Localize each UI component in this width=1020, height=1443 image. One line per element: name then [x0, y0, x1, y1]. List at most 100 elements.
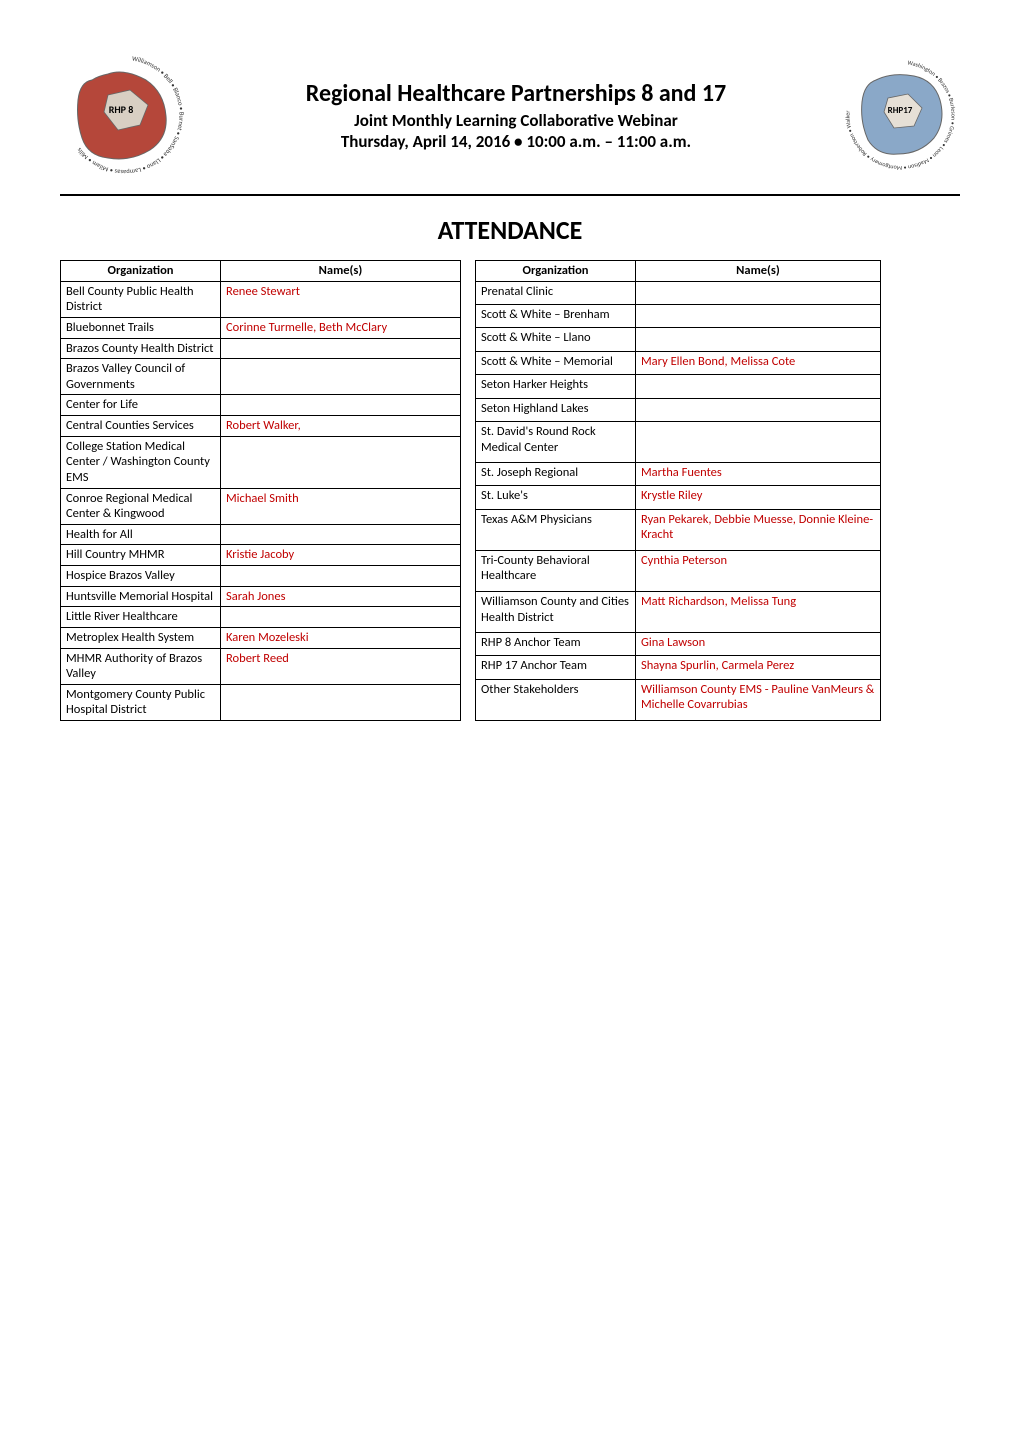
name-cell [221, 607, 461, 628]
table-row: Huntsville Memorial HospitalSarah Jones [61, 586, 461, 607]
table-row: Montgomery County Public Hospital Distri… [61, 684, 461, 720]
org-cell: Brazos County Health District [61, 338, 221, 359]
org-cell: RHP 8 Anchor Team [476, 633, 636, 656]
table-row: Brazos Valley Council of Governments [61, 359, 461, 395]
org-cell: Bell County Public Health District [61, 281, 221, 317]
org-cell: Other Stakeholders [476, 679, 636, 720]
name-cell [636, 281, 881, 304]
table-row: Central Counties ServicesRobert Walker, [61, 416, 461, 437]
table-row: St. Luke'sKrystle Riley [476, 486, 881, 509]
org-cell: MHMR Authority of Brazos Valley [61, 648, 221, 684]
org-cell: Williamson County and Cities Health Dist… [476, 591, 636, 632]
name-cell [221, 524, 461, 545]
rhp17-label: RHP17 [888, 105, 913, 116]
col-header-org: Organization [476, 261, 636, 282]
name-cell [221, 359, 461, 395]
name-cell: Gina Lawson [636, 633, 881, 656]
name-cell [636, 305, 881, 328]
attendance-tables: Organization Name(s) Bell County Public … [60, 260, 960, 721]
org-cell: Hospice Brazos Valley [61, 566, 221, 587]
name-cell: Robert Walker, [221, 416, 461, 437]
table-row: Brazos County Health District [61, 338, 461, 359]
subtitle-line-2: Thursday, April 14, 2016 • 10:00 a.m. – … [200, 131, 832, 152]
name-cell: Shayna Spurlin, Carmela Perez [636, 656, 881, 679]
org-cell: Conroe Regional Medical Center & Kingwoo… [61, 488, 221, 524]
table-row: Seton Highland Lakes [476, 398, 881, 421]
name-cell: Krystle Riley [636, 486, 881, 509]
org-cell: Brazos Valley Council of Governments [61, 359, 221, 395]
rhp8-label: RHP 8 [109, 103, 134, 116]
table-row: Hill Country MHMRKristie Jacoby [61, 545, 461, 566]
org-cell: Prenatal Clinic [476, 281, 636, 304]
name-cell: Renee Stewart [221, 281, 461, 317]
table-row: Little River Healthcare [61, 607, 461, 628]
table-row: Metroplex Health SystemKaren Mozeleski [61, 627, 461, 648]
name-cell: Martha Fuentes [636, 462, 881, 485]
org-cell: Bluebonnet Trails [61, 317, 221, 338]
section-title: ATTENDANCE [60, 214, 960, 246]
table-row: Scott & White – Brenham [476, 305, 881, 328]
org-cell: Hill Country MHMR [61, 545, 221, 566]
name-cell [636, 421, 881, 462]
org-cell: Metroplex Health System [61, 627, 221, 648]
table-row: College Station Medical Center / Washing… [61, 436, 461, 488]
org-cell: Scott & White – Llano [476, 328, 636, 351]
name-cell [636, 328, 881, 351]
name-cell: Williamson County EMS - Pauline VanMeurs… [636, 679, 881, 720]
table-row: Bell County Public Health DistrictRenee … [61, 281, 461, 317]
org-cell: St. Luke's [476, 486, 636, 509]
name-cell: Sarah Jones [221, 586, 461, 607]
header: RHP 8 Williamson • Bell • Blanco • Burne… [60, 50, 960, 180]
table-row: Scott & White – Llano [476, 328, 881, 351]
rhp8-map-icon: RHP 8 Williamson • Bell • Blanco • Burne… [60, 50, 190, 180]
col-header-name: Name(s) [221, 261, 461, 282]
attendance-table-left: Organization Name(s) Bell County Public … [60, 260, 461, 721]
table-row: Other StakeholdersWilliamson County EMS … [476, 679, 881, 720]
org-cell: St. Joseph Regional [476, 462, 636, 485]
org-cell: Texas A&M Physicians [476, 509, 636, 550]
name-cell: Karen Mozeleski [221, 627, 461, 648]
table-row: St. David's Round Rock Medical Center [476, 421, 881, 462]
name-cell: Cynthia Peterson [636, 550, 881, 591]
rhp17-map-icon: RHP17 Washington • Brazos • Burleson • G… [842, 56, 960, 174]
table-row: RHP 8 Anchor TeamGina Lawson [476, 633, 881, 656]
table-row: Health for All [61, 524, 461, 545]
org-cell: St. David's Round Rock Medical Center [476, 421, 636, 462]
org-cell: Montgomery County Public Hospital Distri… [61, 684, 221, 720]
table-row: Seton Harker Heights [476, 375, 881, 398]
name-cell [221, 338, 461, 359]
table-row: St. Joseph RegionalMartha Fuentes [476, 462, 881, 485]
table-row: Scott & White – MemorialMary Ellen Bond,… [476, 351, 881, 374]
table-row: MHMR Authority of Brazos ValleyRobert Re… [61, 648, 461, 684]
table-row: Tri-County Behavioral HealthcareCynthia … [476, 550, 881, 591]
org-cell: RHP 17 Anchor Team [476, 656, 636, 679]
org-cell: Health for All [61, 524, 221, 545]
table-header-row: Organization Name(s) [476, 261, 881, 282]
table-row: Texas A&M PhysiciansRyan Pekarek, Debbie… [476, 509, 881, 550]
title-block: Regional Healthcare Partnerships 8 and 1… [190, 79, 842, 152]
name-cell: Ryan Pekarek, Debbie Muesse, Donnie Klei… [636, 509, 881, 550]
table-row: RHP 17 Anchor TeamShayna Spurlin, Carmel… [476, 656, 881, 679]
name-cell: Corinne Turmelle, Beth McClary [221, 317, 461, 338]
org-cell: Seton Harker Heights [476, 375, 636, 398]
name-cell [221, 684, 461, 720]
table-row: Hospice Brazos Valley [61, 566, 461, 587]
main-title: Regional Healthcare Partnerships 8 and 1… [200, 79, 832, 108]
table-row: Conroe Regional Medical Center & Kingwoo… [61, 488, 461, 524]
col-header-org: Organization [61, 261, 221, 282]
name-cell [636, 375, 881, 398]
table-header-row: Organization Name(s) [61, 261, 461, 282]
table-row: Prenatal Clinic [476, 281, 881, 304]
name-cell [636, 398, 881, 421]
org-cell: Center for Life [61, 395, 221, 416]
table-row: Williamson County and Cities Health Dist… [476, 591, 881, 632]
org-cell: College Station Medical Center / Washing… [61, 436, 221, 488]
org-cell: Tri-County Behavioral Healthcare [476, 550, 636, 591]
org-cell: Seton Highland Lakes [476, 398, 636, 421]
name-cell [221, 566, 461, 587]
col-header-name: Name(s) [636, 261, 881, 282]
subtitle-line-1: Joint Monthly Learning Collaborative Web… [200, 110, 832, 131]
table-row: Bluebonnet TrailsCorinne Turmelle, Beth … [61, 317, 461, 338]
name-cell [221, 436, 461, 488]
name-cell: Matt Richardson, Melissa Tung [636, 591, 881, 632]
